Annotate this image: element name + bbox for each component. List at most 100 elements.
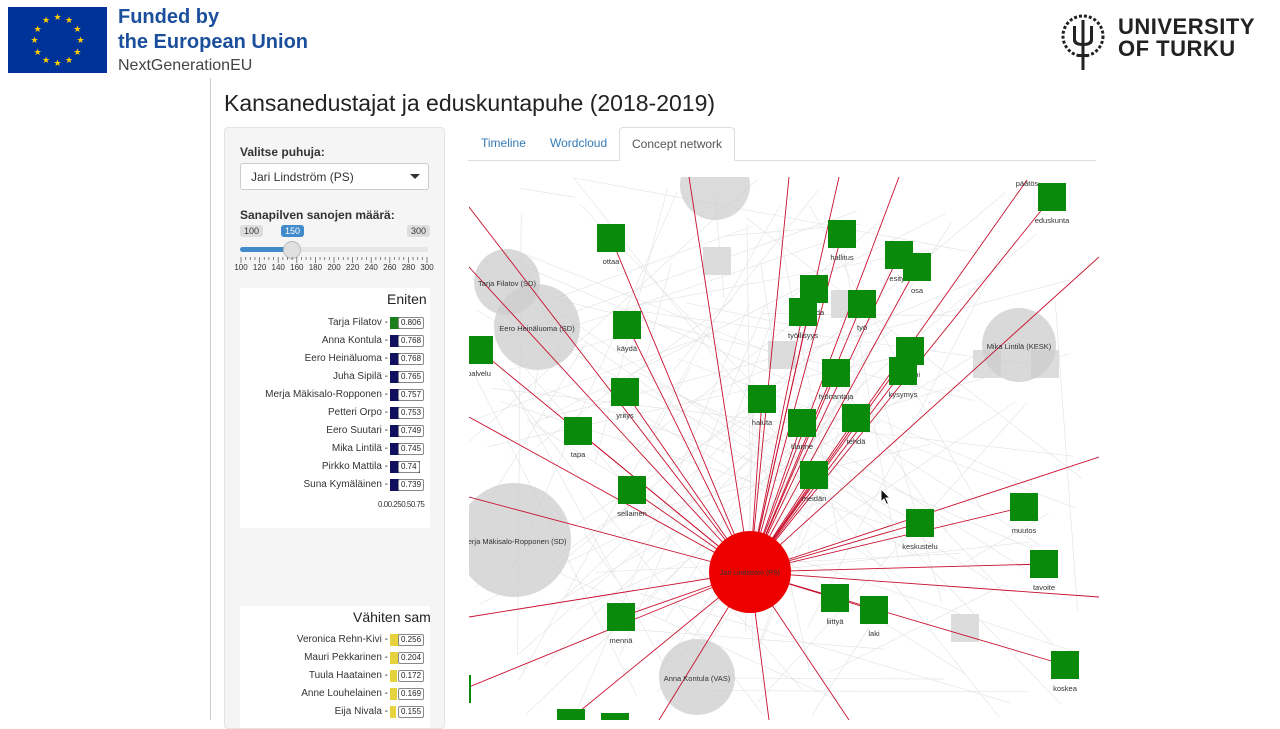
similarity-row: Anna Kontula - 0.768 bbox=[240, 332, 430, 350]
word-count-slider[interactable]: 100 150 300 100 120 140 160 180 200 220 240 260 2… bbox=[234, 225, 434, 272]
word-node[interactable] bbox=[748, 385, 776, 413]
slider-tick-label: 140 bbox=[271, 263, 285, 272]
word-node[interactable] bbox=[557, 709, 585, 720]
word-node[interactable] bbox=[601, 713, 629, 720]
word-label: käydä bbox=[617, 344, 638, 353]
word-node[interactable] bbox=[822, 359, 850, 387]
network-svg[interactable]: Tarja Filatov (SD) Eero Heinäluoma (SD) Mi… bbox=[469, 177, 1099, 720]
similarity-value-label: 0.768 bbox=[398, 353, 425, 365]
word-node[interactable] bbox=[828, 220, 856, 248]
word-node[interactable] bbox=[788, 409, 816, 437]
speaker-select[interactable]: Jari Lindström (PS) bbox=[240, 163, 429, 190]
background-edge bbox=[658, 386, 1040, 553]
word-node[interactable] bbox=[848, 290, 876, 318]
slider-ticks bbox=[240, 257, 428, 263]
similarity-bar bbox=[390, 670, 397, 682]
speaker-bubble[interactable] bbox=[469, 483, 571, 597]
word-label: tapa bbox=[571, 450, 586, 459]
background-edge bbox=[642, 263, 672, 369]
slider-track[interactable] bbox=[240, 247, 428, 252]
word-node[interactable] bbox=[611, 378, 639, 406]
background-edge bbox=[500, 367, 688, 708]
similarity-value-label: 0.155 bbox=[398, 706, 425, 718]
word-node[interactable] bbox=[821, 584, 849, 612]
word-label: työllisyys bbox=[788, 331, 818, 340]
speaker-label: Merja Mäkisalo-Ropponen (SD) bbox=[469, 537, 567, 546]
word-node[interactable] bbox=[800, 461, 828, 489]
background-edge bbox=[469, 178, 759, 442]
word-label: osa bbox=[911, 286, 924, 295]
eu-line-1: Funded by bbox=[118, 6, 220, 28]
background-edge bbox=[679, 358, 1075, 509]
eu-line-3: NextGenerationEU bbox=[118, 57, 253, 74]
background-edge bbox=[812, 627, 870, 715]
tab-timeline[interactable]: Timeline bbox=[481, 136, 526, 150]
least-similar-title: Vähiten samankaltaiset bbox=[353, 609, 430, 625]
speaker-select-value: Jari Lindström (PS) bbox=[251, 170, 354, 184]
background-edge bbox=[709, 690, 1028, 693]
word-node[interactable] bbox=[860, 596, 888, 624]
word-label: kysymys bbox=[889, 390, 918, 399]
similarity-bar bbox=[390, 634, 401, 646]
network-edge bbox=[749, 288, 815, 573]
word-node[interactable] bbox=[618, 476, 646, 504]
tab-wordcloud[interactable]: Wordcloud bbox=[550, 136, 608, 150]
word-node[interactable] bbox=[842, 404, 870, 432]
slider-tick-label: 260 bbox=[383, 263, 397, 272]
word-node[interactable] bbox=[469, 336, 493, 364]
eu-funding-title: Funded by the European Union bbox=[118, 5, 308, 55]
similarity-row-name: Anne Louhelainen - bbox=[301, 688, 388, 699]
speaker-label: Mika Lintilä (KESK) bbox=[987, 342, 1052, 351]
eu-star-icon: ★ bbox=[33, 23, 42, 34]
network-edge bbox=[626, 324, 751, 573]
background-edge bbox=[625, 309, 1029, 365]
background-edge bbox=[885, 447, 1041, 546]
similarity-row-name: Suna Kymäläinen - bbox=[303, 479, 389, 490]
speaker-bubble[interactable] bbox=[659, 639, 735, 715]
network-edge bbox=[749, 256, 1099, 573]
word-node[interactable] bbox=[903, 253, 931, 281]
background-edge bbox=[520, 188, 576, 198]
center-speaker-node[interactable] bbox=[709, 531, 791, 613]
tab-concept-network[interactable]: Concept network bbox=[619, 127, 736, 161]
network-edge bbox=[469, 206, 751, 573]
utu-line-2: OF TURKU bbox=[1118, 36, 1236, 61]
similarity-bar bbox=[390, 688, 397, 700]
word-label: tilanne bbox=[791, 442, 813, 451]
word-node[interactable] bbox=[1030, 550, 1058, 578]
word-node[interactable] bbox=[906, 509, 934, 537]
network-edge bbox=[749, 266, 918, 573]
word-node[interactable] bbox=[597, 224, 625, 252]
eu-star-icon: ★ bbox=[73, 46, 82, 57]
similarity-row: Mika Lintilä - 0.745 bbox=[240, 440, 430, 458]
concept-network-graph[interactable]: Tarja Filatov (SD) Eero Heinäluoma (SD) Mi… bbox=[469, 177, 1099, 720]
word-node[interactable] bbox=[564, 417, 592, 445]
similarity-row-name: Pirkko Mattila - bbox=[321, 461, 388, 472]
speaker-bubble[interactable] bbox=[680, 177, 750, 220]
word-node[interactable] bbox=[1010, 493, 1038, 521]
eu-star-icon: ★ bbox=[65, 54, 74, 65]
slider-tick-label: 300 bbox=[420, 263, 434, 272]
word-node[interactable] bbox=[1051, 651, 1079, 679]
shiny-app: Kansanedustajat ja eduskuntapuhe (2018-2… bbox=[210, 78, 1191, 729]
speaker-bubble[interactable] bbox=[982, 308, 1056, 382]
word-node[interactable] bbox=[607, 603, 635, 631]
similarity-row: Anne Louhelainen - 0.169 bbox=[240, 685, 430, 703]
word-node[interactable] bbox=[1038, 183, 1066, 211]
word-label: tehdä bbox=[847, 437, 867, 446]
background-edge bbox=[491, 387, 1074, 457]
word-node[interactable] bbox=[789, 298, 817, 326]
background-edge bbox=[745, 381, 810, 670]
background-edge bbox=[576, 303, 751, 713]
word-count-label: Sanapilven sanojen määrä: bbox=[240, 208, 395, 222]
similarity-row: Merja Mäkisalo-Ropponen - 0.757 bbox=[240, 386, 430, 404]
page-title: Kansanedustajat ja eduskuntapuhe (2018-2… bbox=[224, 90, 716, 116]
word-label: työnantaja bbox=[819, 392, 854, 401]
speaker-bubble[interactable] bbox=[494, 284, 580, 370]
word-node[interactable] bbox=[613, 311, 641, 339]
word-node[interactable] bbox=[469, 675, 471, 703]
word-node[interactable] bbox=[889, 357, 917, 385]
speaker-label: Eero Heinäluoma (SD) bbox=[499, 324, 575, 333]
background-edge bbox=[686, 302, 808, 329]
background-edge bbox=[637, 371, 921, 525]
